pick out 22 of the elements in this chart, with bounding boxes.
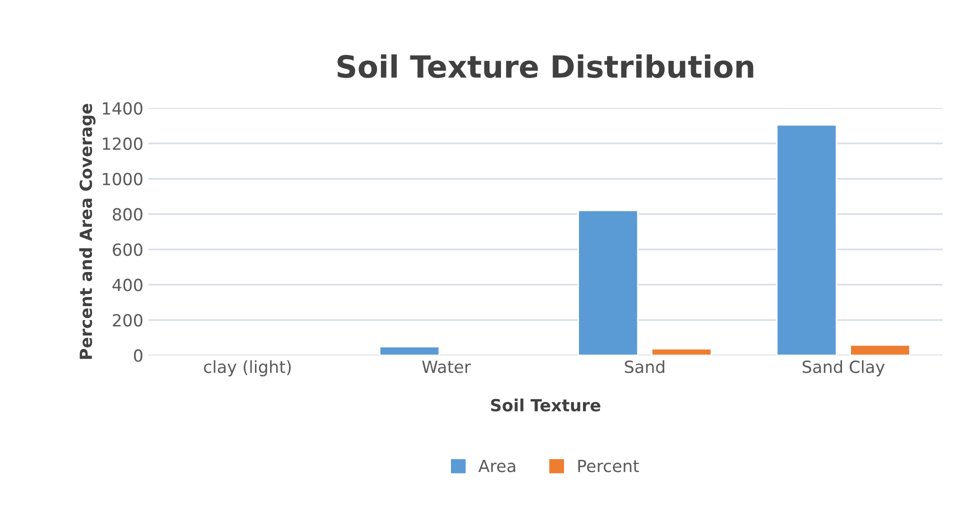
bar — [850, 344, 911, 356]
y-tick-label: 200 — [112, 314, 142, 327]
y-tick-label: 1000 — [102, 172, 142, 186]
y-tick-label: 1400 — [102, 102, 142, 115]
x-tick-label: Sand Clay — [802, 360, 885, 376]
bar — [651, 348, 712, 356]
y-axis-title: Percent and Area Coverage — [79, 104, 96, 359]
bar — [776, 124, 838, 356]
bar — [378, 346, 440, 356]
y-tick-label: 400 — [112, 278, 142, 292]
x-tick-label: Sand — [624, 360, 664, 374]
legend-label: Percent — [578, 460, 639, 472]
y-tick-label: 1200 — [102, 137, 142, 150]
legend-label: Area — [478, 460, 516, 472]
x-tick-label: Water — [422, 360, 471, 374]
y-tick-label: 800 — [112, 208, 142, 221]
x-tick-label: clay (light) — [204, 360, 291, 376]
bar — [578, 210, 639, 356]
chart-title: Soil Texture Distribution — [338, 54, 754, 78]
x-axis-title: Soil Texture — [491, 398, 600, 412]
y-tick-label: 600 — [112, 243, 142, 256]
y-tick-label: 0 — [134, 349, 142, 362]
